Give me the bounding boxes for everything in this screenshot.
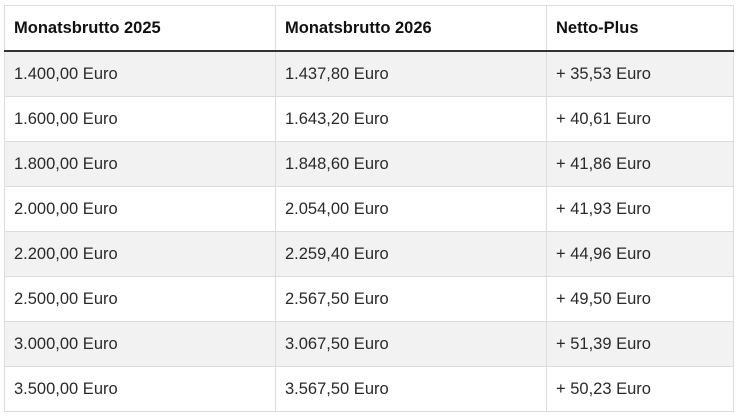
salary-table-container: Monatsbrutto 2025 Monatsbrutto 2026 Nett…: [4, 5, 734, 412]
cell-gross-2025: 1.800,00 Euro: [4, 141, 276, 187]
column-header-gross-2025: Monatsbrutto 2025: [4, 5, 276, 52]
cell-net-plus: + 40,61 Euro: [546, 96, 734, 142]
column-header-gross-2026: Monatsbrutto 2026: [275, 5, 547, 52]
cell-gross-2025: 2.500,00 Euro: [4, 276, 276, 322]
table-row: 1.800,00 Euro 1.848,60 Euro + 41,86 Euro: [4, 141, 734, 187]
table-row: 1.600,00 Euro 1.643,20 Euro + 40,61 Euro: [4, 96, 734, 142]
header-row: Monatsbrutto 2025 Monatsbrutto 2026 Nett…: [4, 5, 734, 52]
cell-gross-2025: 1.600,00 Euro: [4, 96, 276, 142]
cell-gross-2026: 1.643,20 Euro: [275, 96, 547, 142]
cell-gross-2026: 2.567,50 Euro: [275, 276, 547, 322]
table-row: 2.000,00 Euro 2.054,00 Euro + 41,93 Euro: [4, 186, 734, 232]
cell-gross-2025: 2.200,00 Euro: [4, 231, 276, 277]
cell-gross-2026: 1.437,80 Euro: [275, 51, 547, 97]
cell-gross-2025: 1.400,00 Euro: [4, 51, 276, 97]
cell-gross-2025: 2.000,00 Euro: [4, 186, 276, 232]
cell-net-plus: + 50,23 Euro: [546, 366, 734, 412]
table-row: 1.400,00 Euro 1.437,80 Euro + 35,53 Euro: [4, 51, 734, 97]
cell-gross-2025: 3.500,00 Euro: [4, 366, 276, 412]
table-row: 2.200,00 Euro 2.259,40 Euro + 44,96 Euro: [4, 231, 734, 277]
table-header: Monatsbrutto 2025 Monatsbrutto 2026 Nett…: [4, 5, 734, 52]
cell-net-plus: + 35,53 Euro: [546, 51, 734, 97]
salary-comparison-table: Monatsbrutto 2025 Monatsbrutto 2026 Nett…: [4, 5, 734, 412]
cell-gross-2026: 3.067,50 Euro: [275, 321, 547, 367]
table-row: 2.500,00 Euro 2.567,50 Euro + 49,50 Euro: [4, 276, 734, 322]
cell-net-plus: + 49,50 Euro: [546, 276, 734, 322]
table-row: 3.000,00 Euro 3.067,50 Euro + 51,39 Euro: [4, 321, 734, 367]
cell-gross-2026: 2.259,40 Euro: [275, 231, 547, 277]
cell-net-plus: + 44,96 Euro: [546, 231, 734, 277]
column-header-net-plus: Netto-Plus: [546, 5, 734, 52]
cell-net-plus: + 51,39 Euro: [546, 321, 734, 367]
table-row: 3.500,00 Euro 3.567,50 Euro + 50,23 Euro: [4, 366, 734, 412]
cell-gross-2026: 2.054,00 Euro: [275, 186, 547, 232]
cell-net-plus: + 41,86 Euro: [546, 141, 734, 187]
table-body: 1.400,00 Euro 1.437,80 Euro + 35,53 Euro…: [4, 51, 734, 412]
cell-gross-2026: 3.567,50 Euro: [275, 366, 547, 412]
cell-net-plus: + 41,93 Euro: [546, 186, 734, 232]
cell-gross-2025: 3.000,00 Euro: [4, 321, 276, 367]
cell-gross-2026: 1.848,60 Euro: [275, 141, 547, 187]
